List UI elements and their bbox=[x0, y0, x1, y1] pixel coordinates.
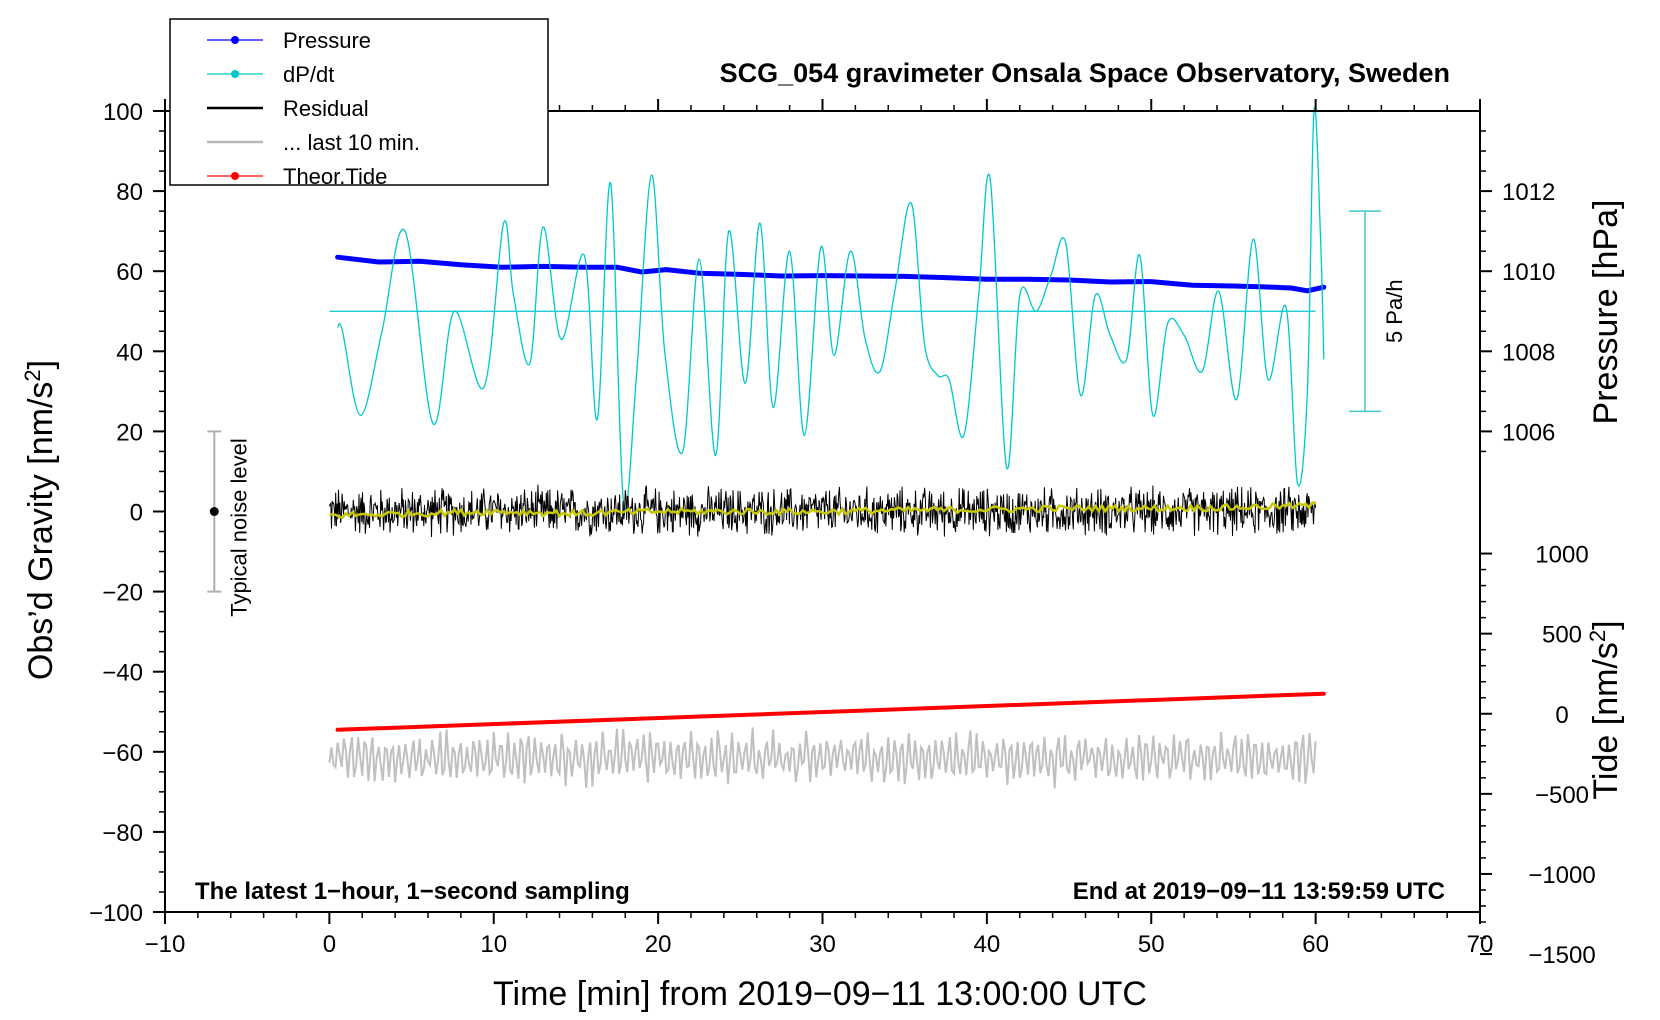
y-left-title-text: Obs’d Gravity [nm/s bbox=[22, 382, 60, 681]
legend-swatch-marker bbox=[231, 172, 239, 180]
x-tick-label: 0 bbox=[323, 931, 336, 958]
legend: Pressure dP/dt Residual ... last 10 min. The… bbox=[169, 18, 549, 189]
y-left-tick-label: −60 bbox=[102, 740, 143, 767]
x-tick-label: 10 bbox=[480, 931, 507, 958]
tide-tick-label: 1000 bbox=[1535, 542, 1588, 569]
y-left-tick-label: −40 bbox=[102, 660, 143, 687]
x-axis-title: Time [min] from 2019−09−11 13:00:00 UTC bbox=[493, 975, 1147, 1013]
legend-label: Pressure bbox=[283, 28, 371, 53]
y-left-title-end: ] bbox=[22, 360, 60, 369]
legend-label: Residual bbox=[283, 96, 369, 121]
y-left-tick-label: −20 bbox=[102, 580, 143, 607]
x-tick-label: 30 bbox=[809, 931, 836, 958]
y-left-tick-label: 60 bbox=[116, 259, 143, 286]
tide-tick-label: −500 bbox=[1535, 782, 1589, 809]
pressure-line bbox=[335, 254, 1327, 294]
pressure-axis-title: Pressure [hPa] bbox=[1587, 200, 1625, 425]
tide-title-end: ] bbox=[1587, 620, 1625, 629]
y-left-tick-label: 100 bbox=[103, 99, 143, 126]
y-left-tick-label: −80 bbox=[102, 820, 143, 847]
x-tick-label: 20 bbox=[645, 931, 672, 958]
tide-tick-label: −1500 bbox=[1528, 942, 1595, 969]
y-left-axis-title: Obs’d Gravity [nm/s2] bbox=[20, 360, 60, 680]
legend-label: ... last 10 min. bbox=[283, 130, 420, 155]
reference-bars-group: Typical noise level 5 Pa/h bbox=[207, 210, 1407, 617]
noise-bar-label: Typical noise level bbox=[226, 438, 251, 617]
chart-title: SCG_054 gravimeter Onsala Space Observat… bbox=[720, 58, 1450, 88]
legend-label: dP/dt bbox=[283, 62, 334, 87]
tide-tick-label: 0 bbox=[1555, 702, 1568, 729]
residual-series-group bbox=[328, 484, 1317, 538]
legend-swatch-marker bbox=[231, 70, 239, 78]
tide-line bbox=[335, 691, 1326, 732]
tide-tick-label: −1000 bbox=[1528, 862, 1595, 889]
rate-bar-label: 5 Pa/h bbox=[1382, 279, 1407, 343]
y-left-tick-label: 0 bbox=[130, 500, 143, 527]
x-tick-label: 40 bbox=[974, 931, 1001, 958]
y-left-tick-label: 40 bbox=[116, 339, 143, 366]
tide-series-group bbox=[335, 691, 1326, 732]
y-left-tick-label: −100 bbox=[89, 900, 143, 927]
x-tick-label: −10 bbox=[145, 931, 186, 958]
axes-group: −10 0 10 20 30 40 50 60 70−100−80−60−40−20020406… bbox=[89, 99, 1596, 969]
pressure-tick-label: 1012 bbox=[1502, 179, 1555, 206]
y-left-tick-label: 20 bbox=[116, 419, 143, 446]
dpdt-line bbox=[336, 106, 1325, 510]
last-10-min-series-group bbox=[328, 727, 1317, 789]
dpdt-series-group bbox=[329, 106, 1325, 510]
tide-title-text: Tide [nm/s bbox=[1587, 642, 1625, 799]
tide-axis-title: Tide [nm/s2] bbox=[1585, 620, 1625, 799]
pressure-tick-label: 1010 bbox=[1502, 259, 1555, 286]
pressure-tick-label: 1006 bbox=[1502, 419, 1555, 446]
y-left-title-sup: 2 bbox=[20, 369, 45, 381]
noise-bar-center-dot bbox=[209, 507, 219, 516]
residual-smoothed-line bbox=[329, 501, 1316, 519]
pressure-tick-label: 1008 bbox=[1502, 339, 1555, 366]
residual-line bbox=[328, 484, 1317, 538]
legend-label: Theor.Tide bbox=[283, 164, 387, 189]
x-tick-label: 60 bbox=[1302, 931, 1329, 958]
last-10-min-line bbox=[328, 727, 1317, 789]
annotation-end-time: End at 2019−09−11 13:59:59 UTC bbox=[1073, 878, 1445, 905]
annotation-sampling: The latest 1−hour, 1−second sampling bbox=[195, 878, 630, 905]
tide-title-sup: 2 bbox=[1585, 630, 1610, 642]
legend-box bbox=[169, 18, 549, 186]
x-tick-label: 50 bbox=[1138, 931, 1165, 958]
pressure-series-group bbox=[335, 254, 1327, 294]
tide-tick-label: 500 bbox=[1542, 622, 1582, 649]
y-left-tick-label: 80 bbox=[116, 179, 143, 206]
legend-swatch-marker bbox=[231, 36, 239, 44]
